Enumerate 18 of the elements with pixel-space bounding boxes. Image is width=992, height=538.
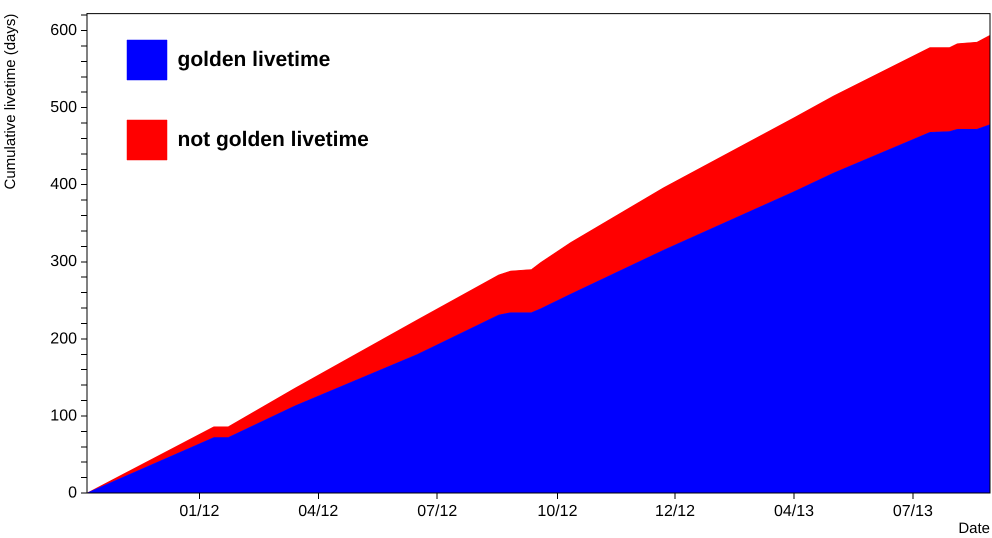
y-tick-label: 200 <box>50 330 78 348</box>
x-axis-title: Date <box>958 520 990 538</box>
x-tick-label: 01/12 <box>179 503 220 520</box>
y-tick-label: 300 <box>50 253 78 270</box>
y-tick-label: 500 <box>50 99 78 116</box>
x-tick-label: 12/12 <box>655 503 696 520</box>
y-tick-label: 400 <box>50 176 78 194</box>
x-tick-label: 10/12 <box>537 503 578 520</box>
x-tick-label: 04/13 <box>774 503 814 520</box>
legend-label: golden livetime <box>178 48 330 71</box>
y-tick-label: 600 <box>50 22 78 39</box>
y-axis-title: Cumulative livetime (days) <box>2 14 20 190</box>
x-tick-label: 04/12 <box>298 503 338 520</box>
x-tick-label: 07/13 <box>892 503 934 520</box>
y-tick-label: 0 <box>68 484 78 502</box>
y-tick-label: 100 <box>50 407 78 424</box>
legend-label: not golden livetime <box>178 128 369 151</box>
x-tick-label: 07/12 <box>417 503 458 520</box>
